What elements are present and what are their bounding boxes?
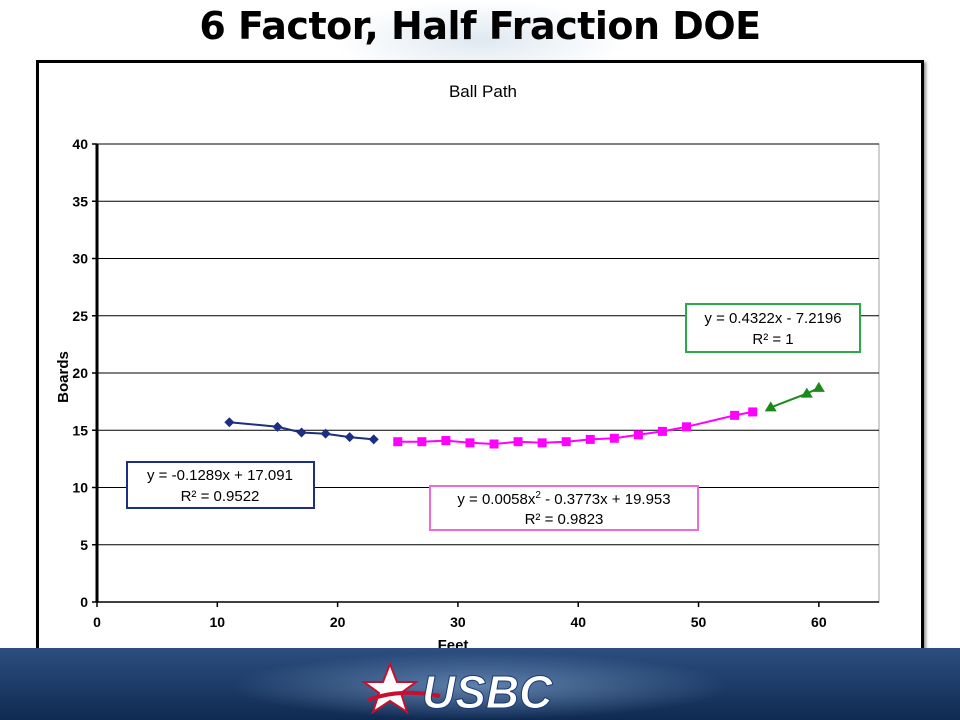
series-2-point [561, 437, 571, 447]
y-tick-label: 15 [72, 422, 88, 438]
annotation-magenta-equation: y = 0.0058x2 - 0.3773x + 19.953 [457, 490, 670, 508]
x-tick-label: 0 [93, 614, 101, 630]
y-tick-label: 40 [72, 136, 88, 152]
y-tick-label: 5 [80, 537, 88, 553]
series-1-point [272, 421, 283, 432]
x-tick-label: 40 [570, 614, 586, 630]
series-1-point [344, 432, 355, 443]
y-tick-label: 20 [72, 365, 88, 381]
grid-layer [96, 143, 880, 603]
series-2-point [748, 407, 758, 417]
series-layer [224, 381, 825, 449]
annotation-magenta-eq-exponent: 2 [535, 490, 541, 501]
chart-title: Ball Path [449, 82, 517, 101]
annotation-magenta-eq-part1: y = 0.0058x [457, 491, 535, 508]
y-tick-label: 35 [72, 193, 88, 209]
annotation-green-r2: R² = 1 [752, 331, 793, 348]
annotation-magenta-box [429, 485, 699, 531]
series-1-point [368, 434, 379, 445]
y-tick-label: 25 [72, 308, 88, 324]
series-2-point [537, 438, 547, 448]
series-2-point [513, 437, 523, 447]
annotation-blue-equation: y = -0.1289x + 17.091 [147, 467, 293, 484]
series-3-point [812, 381, 825, 392]
x-tick-label: 10 [210, 614, 226, 630]
x-tick-label: 60 [811, 614, 827, 630]
series-2-point [633, 430, 643, 440]
x-tick-label: 50 [691, 614, 707, 630]
slide-title: 6 Factor, Half Fraction DOE [199, 4, 761, 48]
series-2-point [417, 437, 427, 447]
y-tick-label: 30 [72, 251, 88, 267]
y-tick-label: 10 [72, 480, 88, 496]
series-2-line [397, 410, 753, 446]
x-tick-label: 20 [330, 614, 346, 630]
series-2-point [441, 436, 451, 446]
series-3-line [770, 386, 820, 409]
y-axis-label: Boards [55, 351, 72, 403]
star-icon [360, 661, 420, 715]
annotation-blue-box [126, 461, 315, 509]
series-2-point [465, 438, 475, 448]
annotation-magenta-eq-part2: - 0.3773x + 19.953 [541, 491, 671, 508]
swoosh-icon [367, 690, 441, 702]
annotation-green-box [685, 303, 861, 353]
series-1-point [224, 417, 235, 428]
annotation-green-equation: y = 0.4322x - 7.2196 [704, 310, 841, 327]
series-2-point [609, 433, 619, 443]
annotation-magenta-fit: y = 0.0058x2 - 0.3773x + 19.953 R² = 0.9… [429, 485, 699, 531]
annotation-blue-fit: y = -0.1289x + 17.091 R² = 0.9522 [126, 461, 315, 509]
x-tick-label: 30 [450, 614, 466, 630]
footer-glow [230, 652, 730, 720]
annotation-magenta-r2: R² = 0.9823 [525, 511, 604, 528]
series-2-point [585, 434, 595, 444]
series-3-point [764, 401, 777, 412]
usbc-logo: USBC [360, 661, 554, 718]
annotation-blue-r2: R² = 0.9522 [181, 488, 260, 505]
axis-layer: 0 5 10 15 20 25 30 35 40 0 10 20 30 40 50 60 [72, 136, 879, 630]
y-tick-label: 0 [80, 594, 88, 610]
series-2-point [393, 437, 403, 447]
chart-frame: Ball Path 0 5 10 15 20 25 30 35 40 0 10 20 30 40 50 60 … [36, 60, 924, 664]
series-2-point [657, 426, 667, 436]
annotation-green-fit: y = 0.4322x - 7.2196 R² = 1 [685, 303, 861, 353]
series-2-point [730, 410, 740, 420]
series-1-point [296, 427, 307, 438]
series-1-point [320, 428, 331, 439]
series-2-point [682, 422, 692, 432]
series-2-point [489, 439, 499, 449]
usbc-logo-text: USBC [422, 666, 553, 718]
series-3-point [800, 387, 813, 398]
